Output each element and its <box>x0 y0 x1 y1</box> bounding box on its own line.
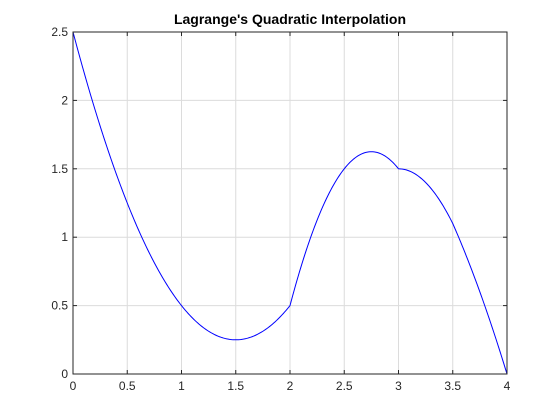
plot-area <box>72 31 508 375</box>
y-tick-label: 1.5 <box>51 162 68 176</box>
y-tick-label: 0 <box>61 367 68 381</box>
x-tick-label: 2.5 <box>336 379 353 393</box>
x-tick-label: 1 <box>178 379 185 393</box>
x-tick-label: 1.5 <box>227 379 244 393</box>
series-line <box>72 31 508 375</box>
x-tick-label: 2 <box>287 379 294 393</box>
y-tick-label: 1 <box>61 230 68 244</box>
x-tick-label: 4 <box>504 379 511 393</box>
axis-ticks <box>72 31 508 375</box>
grid-lines <box>72 31 508 375</box>
y-tick-label: 2 <box>61 93 68 107</box>
y-tick-label: 2.5 <box>51 25 68 39</box>
y-axis-tick-labels: 0 0.5 1 1.5 2 2.5 <box>51 25 68 381</box>
x-tick-label: 0.5 <box>119 379 136 393</box>
x-tick-label: 3.5 <box>444 379 461 393</box>
chart-title: Lagrange's Quadratic Interpolation <box>174 11 406 27</box>
y-tick-label: 0.5 <box>51 299 68 313</box>
x-tick-label: 3 <box>395 379 402 393</box>
x-axis-tick-labels: 0 0.5 1 1.5 2 2.5 3 3.5 4 <box>70 379 511 393</box>
x-tick-label: 0 <box>70 379 77 393</box>
